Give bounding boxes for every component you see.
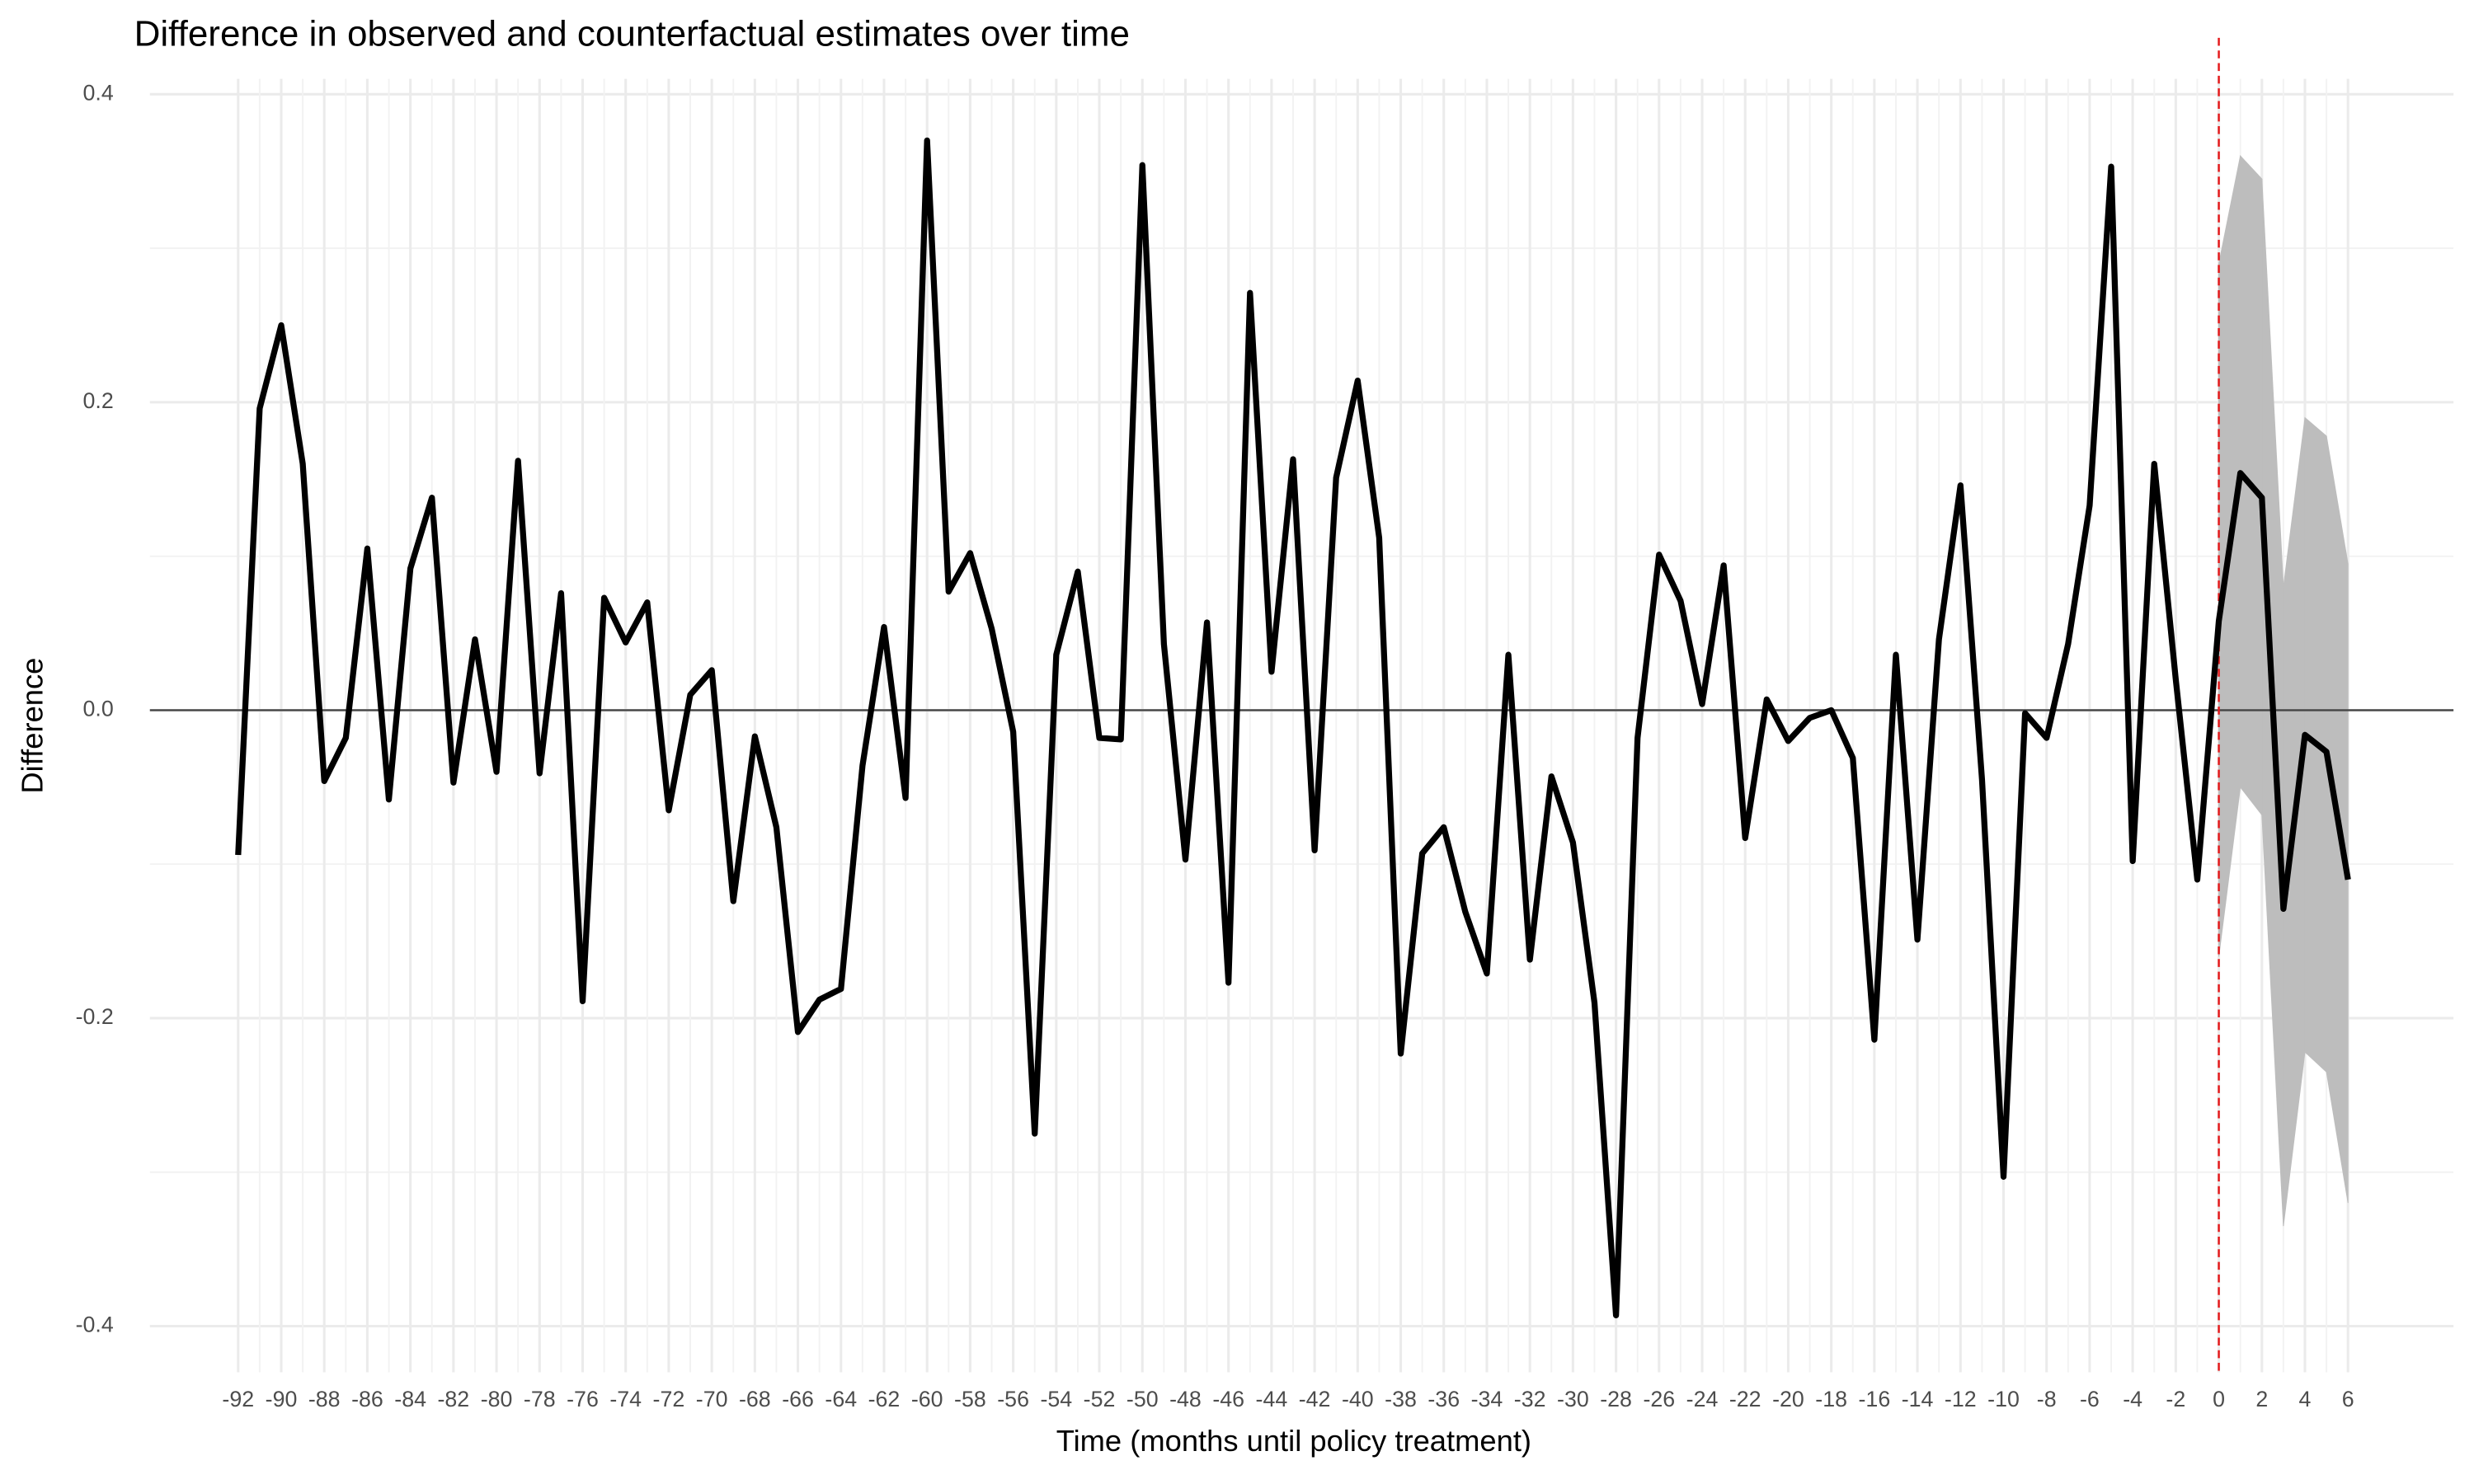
x-tick-label: -50 — [1126, 1387, 1159, 1411]
difference-line — [235, 137, 2351, 1319]
x-tick-label: -78 — [524, 1387, 556, 1411]
y-tick-label: 0.2 — [83, 388, 114, 413]
x-tick-label: -10 — [1987, 1387, 2020, 1411]
x-tick-label: -86 — [351, 1387, 383, 1411]
x-tick-label: -12 — [1945, 1387, 1977, 1411]
x-tick-label: -16 — [1859, 1387, 1891, 1411]
x-tick-label: -74 — [609, 1387, 642, 1411]
x-tick-label: -76 — [567, 1387, 599, 1411]
x-tick-label: -24 — [1686, 1387, 1719, 1411]
x-tick-label: -20 — [1772, 1387, 1804, 1411]
x-tick-label: -56 — [997, 1387, 1029, 1411]
x-tick-label: -38 — [1385, 1387, 1417, 1411]
x-tick-label: -4 — [2123, 1387, 2142, 1411]
y-axis-title: Difference — [16, 658, 49, 794]
x-tick-label: 4 — [2299, 1387, 2312, 1411]
x-tick-label: -48 — [1169, 1387, 1202, 1411]
y-tick-label: -0.4 — [76, 1313, 114, 1337]
x-tick-label: -68 — [739, 1387, 771, 1411]
x-tick-label: -66 — [782, 1387, 814, 1411]
x-tick-label: -84 — [394, 1387, 426, 1411]
x-tick-label: -92 — [222, 1387, 254, 1411]
y-tick-label: 0.0 — [83, 697, 114, 721]
chart-title: Difference in observed and counterfactua… — [134, 14, 1130, 54]
x-tick-label: -34 — [1471, 1387, 1503, 1411]
x-tick-label: -90 — [266, 1387, 298, 1411]
x-tick-label: -60 — [911, 1387, 943, 1411]
x-tick-label: -2 — [2166, 1387, 2185, 1411]
x-tick-label: 2 — [2255, 1387, 2268, 1411]
x-axis-title: Time (months until policy treatment) — [1056, 1424, 1531, 1458]
x-tick-label: -46 — [1212, 1387, 1244, 1411]
x-tick-label: -40 — [1342, 1387, 1374, 1411]
x-tick-label: -62 — [868, 1387, 901, 1411]
x-tick-label: 6 — [2342, 1387, 2354, 1411]
x-tick-label: -30 — [1557, 1387, 1589, 1411]
x-tick-label: -26 — [1643, 1387, 1675, 1411]
x-tick-label: -8 — [2037, 1387, 2057, 1411]
x-tick-label: -52 — [1084, 1387, 1116, 1411]
x-tick-label: -82 — [438, 1387, 470, 1411]
y-tick-label: -0.2 — [76, 1004, 114, 1029]
x-tick-label: -64 — [825, 1387, 857, 1411]
x-tick-label: -58 — [954, 1387, 986, 1411]
y-tick-label: 0.4 — [83, 80, 114, 105]
grid — [149, 78, 2454, 1373]
x-tick-label: -32 — [1514, 1387, 1546, 1411]
x-tick-label: 0 — [2213, 1387, 2225, 1411]
x-tick-label: -22 — [1729, 1387, 1761, 1411]
x-tick-label: -14 — [1902, 1387, 1934, 1411]
x-tick-label: -6 — [2080, 1387, 2100, 1411]
marks — [149, 37, 2454, 1373]
x-tick-label: -72 — [653, 1387, 685, 1411]
x-tick-label: -44 — [1256, 1387, 1288, 1411]
x-tick-label: -70 — [696, 1387, 728, 1411]
x-tick-label: -18 — [1815, 1387, 1847, 1411]
x-tick-label: -28 — [1600, 1387, 1632, 1411]
x-tick-label: -54 — [1040, 1387, 1072, 1411]
x-tick-label: -42 — [1299, 1387, 1331, 1411]
x-tick-label: -80 — [481, 1387, 513, 1411]
x-tick-label: -36 — [1427, 1387, 1460, 1411]
x-tick-label: -88 — [308, 1387, 341, 1411]
